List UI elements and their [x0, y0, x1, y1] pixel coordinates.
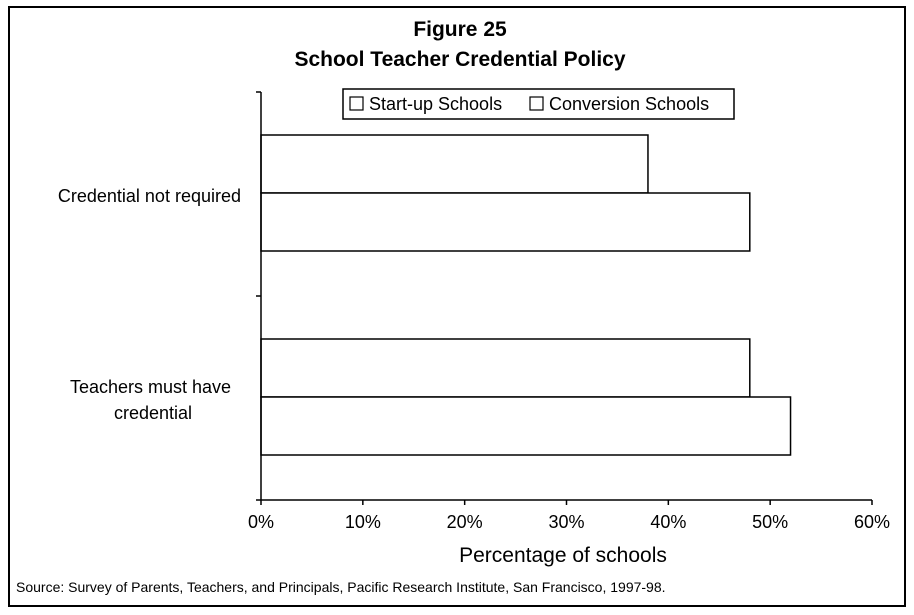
x-tick-label: 0%	[248, 512, 274, 532]
x-tick-label: 50%	[752, 512, 788, 532]
legend-swatch-conversion	[529, 96, 544, 111]
legend-label-conversion: Conversion Schools	[549, 94, 709, 114]
x-tick-label: 20%	[447, 512, 483, 532]
category-label-line-1: Teachers must have	[70, 377, 231, 397]
category-label-credential-not-required: Credential not required	[58, 186, 241, 206]
legend-box	[342, 88, 735, 120]
x-tick-label: 60%	[854, 512, 890, 532]
chart-title: Figure 25	[413, 18, 507, 41]
bar-start-up-cat-1	[260, 134, 649, 194]
x-tick-label: 40%	[650, 512, 686, 532]
bar-conversion-cat-2	[260, 396, 792, 456]
x-axis-title: Percentage of schools	[459, 544, 667, 567]
category-label-line-2: credential	[114, 403, 192, 423]
x-axis-ticks: 0% 10% 20% 30% 40% 50% 60%	[248, 500, 890, 532]
bars-group	[260, 134, 792, 456]
x-tick-label: 10%	[345, 512, 381, 532]
source-note: Source: Survey of Parents, Teachers, and…	[16, 579, 666, 595]
bar-conversion-cat-1	[260, 192, 751, 252]
y-axis-ticks	[256, 91, 261, 501]
chart-subtitle: School Teacher Credential Policy	[294, 48, 625, 71]
chart-frame	[8, 6, 906, 607]
legend-label-start-up: Start-up Schools	[369, 94, 502, 114]
bar-start-up-cat-2	[260, 338, 751, 398]
legend-swatch-start-up	[349, 96, 364, 111]
x-tick-label: 30%	[548, 512, 584, 532]
legend: Start-up Schools Conversion Schools	[342, 88, 735, 120]
category-label-teachers-must-have-credential: Teachers must have credential	[70, 377, 236, 423]
